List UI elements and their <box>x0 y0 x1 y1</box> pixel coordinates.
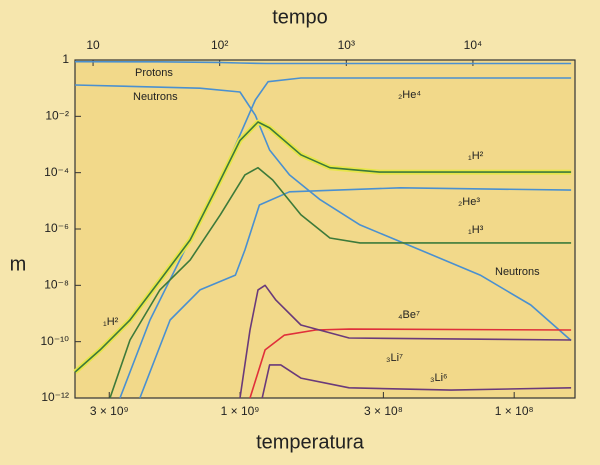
x2-tick-label: 10⁴ <box>464 38 483 52</box>
x-tick-label: 3 × 10⁸ <box>364 404 403 418</box>
y-tick-label: 10⁻² <box>45 109 69 123</box>
y-tick-label: 10⁻⁸ <box>44 278 69 292</box>
curve-label: ₂He³ <box>458 196 480 208</box>
x2-tick-label: 10 <box>86 38 100 52</box>
y-tick-label: 10⁻¹⁰ <box>41 334 70 348</box>
top-axis-title: tempo <box>272 6 328 28</box>
curve <box>74 121 572 373</box>
curve <box>109 166 572 399</box>
curve-label: Protons <box>135 67 173 79</box>
curve-label: ₃Li⁷ <box>386 352 403 364</box>
curve-label: ₃Li⁶ <box>430 372 448 384</box>
annotation: Neutrons <box>495 266 540 278</box>
x-tick-label: 1 × 10⁸ <box>495 404 534 418</box>
y-tick-label: 1 <box>62 52 69 66</box>
curve <box>74 84 572 342</box>
curve <box>139 187 572 399</box>
y-axis-title: m <box>10 253 27 275</box>
y-tick-label: 10⁻⁴ <box>44 165 69 179</box>
x2-tick-label: 10² <box>211 38 228 52</box>
curve-label: ₁H³ <box>468 224 484 236</box>
x-axis-title: temperatura <box>256 431 365 453</box>
x2-tick-label: 10³ <box>338 38 355 52</box>
x-tick-label: 3 × 10⁹ <box>90 404 129 418</box>
curve-label: ₂He⁴ <box>398 89 421 101</box>
curve-label: ₁H² <box>468 150 484 162</box>
curve-label: ₄Be⁷ <box>398 309 420 321</box>
curve-label: Neutrons <box>133 91 178 103</box>
curve <box>261 364 572 399</box>
curve <box>74 60 572 65</box>
y-tick-label: 10⁻⁶ <box>44 221 69 235</box>
curve <box>119 77 572 399</box>
x-tick-label: 1 × 10⁹ <box>221 404 260 418</box>
y-tick-label: 10⁻¹² <box>41 390 69 404</box>
curve <box>239 284 572 399</box>
annotation: ₁H² <box>103 316 119 328</box>
curve <box>249 328 572 399</box>
plot-area <box>74 59 576 399</box>
